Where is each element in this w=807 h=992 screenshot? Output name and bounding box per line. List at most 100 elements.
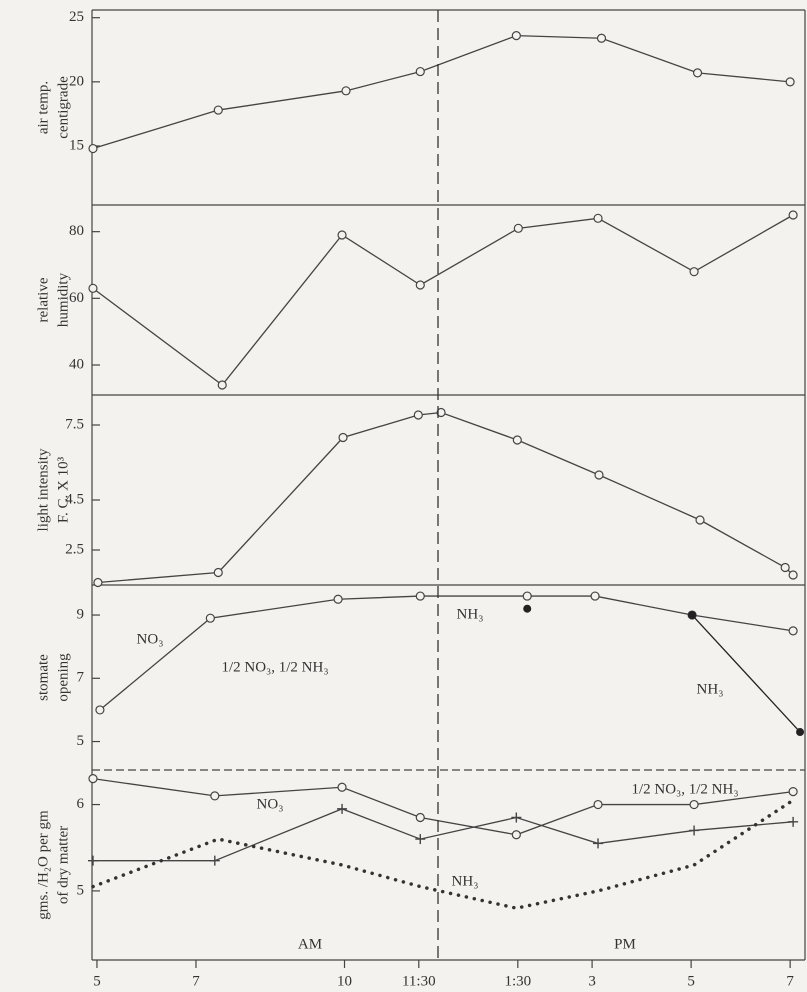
point [590, 591, 600, 601]
point [593, 799, 603, 810]
annotation: AM [298, 936, 322, 952]
y-tick-label: 15 [69, 137, 84, 153]
annotation: NH₃ [457, 606, 484, 622]
series-line [92, 35, 791, 150]
annotation: NO₃ [257, 796, 284, 812]
y-tick-label: 9 [77, 606, 85, 622]
point [88, 774, 98, 784]
point [788, 210, 798, 220]
annotation: NO₃ [137, 631, 164, 647]
y-tick-label: 40 [69, 356, 84, 372]
annotation: NH₃ [452, 873, 479, 889]
y-axis-label: of dry matter [55, 826, 71, 904]
x-tick-label: 7 [192, 973, 200, 989]
point [415, 66, 425, 77]
x-tick-label: 7 [786, 973, 794, 989]
point [205, 613, 215, 623]
point [780, 562, 790, 573]
point [337, 782, 347, 792]
y-tick-label: 25 [69, 9, 84, 25]
point [523, 604, 532, 613]
point [415, 812, 425, 823]
y-tick-label: 60 [69, 290, 84, 306]
y-tick-label: 7 [77, 670, 85, 686]
y-axis-label: centigrade [55, 76, 71, 139]
point [689, 799, 699, 810]
point [338, 432, 348, 443]
point [689, 825, 700, 836]
point [788, 816, 799, 827]
annotation: 1/2 NO₃, 1/2 NH₃ [221, 659, 328, 675]
point [88, 283, 98, 293]
x-tick-label: 5 [93, 973, 101, 989]
point [695, 515, 705, 525]
y-axis-label: relative [35, 277, 51, 322]
point [87, 855, 98, 866]
annotation: PM [614, 936, 636, 952]
point [337, 803, 348, 814]
point [513, 223, 523, 233]
point [511, 31, 521, 41]
y-tick-label: 20 [69, 73, 84, 89]
point [93, 577, 103, 588]
y-tick-label: 5 [77, 882, 85, 898]
point [688, 611, 697, 620]
point [689, 267, 699, 277]
point [415, 834, 426, 845]
annotation: NH₃ [697, 681, 724, 697]
point [217, 380, 227, 390]
point [788, 786, 798, 797]
y-axis-label: gms. /H₂O per gm [35, 810, 51, 920]
series-line [92, 214, 794, 386]
y-tick-label: 7.5 [65, 416, 84, 432]
y-tick-label: 2.5 [65, 541, 84, 557]
point [522, 591, 532, 601]
point [511, 812, 522, 823]
y-tick-label: 4.5 [65, 491, 84, 507]
x-tick-label: 11:30 [402, 973, 436, 989]
point [88, 143, 98, 154]
point [594, 470, 604, 480]
point [785, 77, 795, 87]
point [413, 410, 423, 420]
series-line [91, 798, 795, 910]
y-axis-label: F. C. X 10³ [55, 456, 71, 523]
point [213, 567, 223, 578]
series-line [92, 808, 794, 862]
point [341, 86, 351, 96]
point [209, 855, 220, 866]
point [692, 68, 703, 78]
y-axis-label: opening [55, 653, 71, 702]
point [593, 213, 603, 223]
annotation: 1/2 NO₃, 1/2 NH₃ [631, 781, 738, 797]
y-tick-label: 5 [77, 733, 85, 749]
x-tick-label: 3 [588, 973, 596, 989]
point [415, 280, 425, 290]
series-line [97, 411, 794, 584]
point [210, 791, 220, 801]
point [333, 594, 343, 604]
series-line [691, 614, 801, 733]
point [95, 705, 105, 715]
point [796, 728, 805, 737]
y-axis-label: humidity [55, 272, 71, 327]
x-tick-label: 1:30 [504, 973, 531, 989]
point [337, 230, 347, 240]
point [788, 570, 798, 580]
point [788, 626, 798, 636]
y-axis-label: stomate [35, 654, 51, 701]
series-line [92, 777, 794, 836]
point [213, 105, 223, 115]
series-line [99, 595, 794, 711]
x-tick-label: 10 [337, 973, 352, 989]
y-tick-label: 6 [77, 796, 85, 812]
point [512, 435, 522, 445]
y-axis-label: air temp. [35, 81, 51, 134]
point [415, 591, 425, 601]
point [511, 830, 521, 840]
y-axis-label: light intensity [35, 448, 51, 531]
point [596, 33, 607, 43]
x-tick-label: 5 [687, 973, 695, 989]
point [436, 407, 446, 418]
